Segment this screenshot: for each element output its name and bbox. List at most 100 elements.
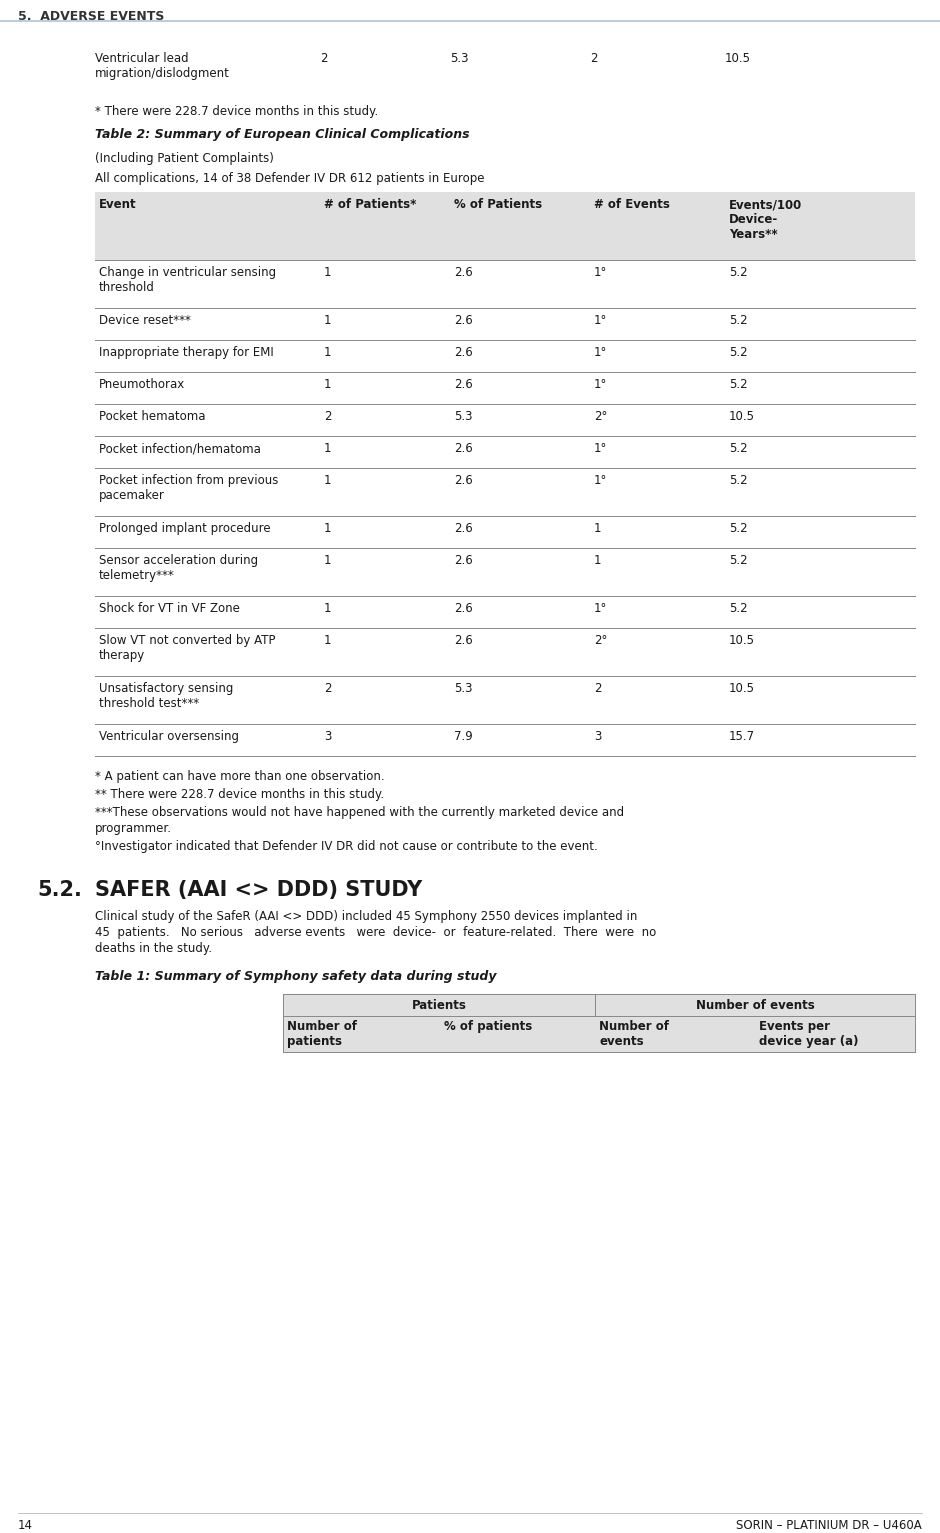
Text: 3: 3 (594, 730, 602, 744)
Text: 1: 1 (324, 346, 332, 359)
Text: 2: 2 (324, 682, 332, 694)
Text: 5.2: 5.2 (729, 474, 747, 487)
Text: SAFER (AAI <> DDD) STUDY: SAFER (AAI <> DDD) STUDY (95, 880, 422, 900)
Text: 10.5: 10.5 (725, 52, 751, 64)
Text: Ventricular lead
migration/dislodgment: Ventricular lead migration/dislodgment (95, 52, 230, 80)
Text: Number of events: Number of events (696, 1000, 814, 1012)
Text: Device reset***: Device reset*** (99, 314, 191, 327)
Text: Change in ventricular sensing
threshold: Change in ventricular sensing threshold (99, 267, 276, 294)
Text: ** There were 228.7 device months in this study.: ** There were 228.7 device months in thi… (95, 788, 384, 802)
Text: 5.2: 5.2 (729, 379, 747, 391)
Text: Event: Event (99, 198, 136, 212)
Text: 5.2: 5.2 (729, 346, 747, 359)
Text: Pneumothorax: Pneumothorax (99, 379, 185, 391)
Text: 5.2: 5.2 (729, 267, 747, 279)
Text: 2°: 2° (594, 409, 607, 423)
Text: 10.5: 10.5 (729, 635, 755, 647)
Text: Shock for VT in VF Zone: Shock for VT in VF Zone (99, 602, 240, 615)
Text: 2: 2 (320, 52, 327, 64)
Text: Number of
events: Number of events (599, 1019, 669, 1049)
Text: deaths in the study.: deaths in the study. (95, 941, 212, 955)
Text: 1: 1 (324, 267, 332, 279)
Text: 2: 2 (324, 409, 332, 423)
Text: 2.6: 2.6 (454, 523, 473, 535)
Text: % of Patients: % of Patients (454, 198, 542, 212)
Text: 5.2: 5.2 (729, 523, 747, 535)
Text: 2.6: 2.6 (454, 442, 473, 455)
Text: Pocket infection from previous
pacemaker: Pocket infection from previous pacemaker (99, 474, 278, 501)
Text: 2.6: 2.6 (454, 379, 473, 391)
Text: Table 2: Summary of European Clinical Complications: Table 2: Summary of European Clinical Co… (95, 127, 470, 141)
Text: 2.6: 2.6 (454, 553, 473, 567)
Text: Patients: Patients (412, 1000, 466, 1012)
Text: # of Events: # of Events (594, 198, 670, 212)
Text: 5.3: 5.3 (450, 52, 468, 64)
Text: 5.2.: 5.2. (37, 880, 82, 900)
Text: Prolonged implant procedure: Prolonged implant procedure (99, 523, 271, 535)
Text: % of patients: % of patients (444, 1019, 532, 1033)
Text: 2.6: 2.6 (454, 346, 473, 359)
Text: 2: 2 (594, 682, 602, 694)
Text: Ventricular oversensing: Ventricular oversensing (99, 730, 239, 744)
Text: 14: 14 (18, 1519, 33, 1531)
Text: 2: 2 (590, 52, 598, 64)
Text: 1: 1 (324, 474, 332, 487)
Text: 7.9: 7.9 (454, 730, 473, 744)
Text: 1: 1 (324, 602, 332, 615)
Text: °Investigator indicated that Defender IV DR did not cause or contribute to the e: °Investigator indicated that Defender IV… (95, 840, 598, 852)
Text: Pocket infection/hematoma: Pocket infection/hematoma (99, 442, 261, 455)
Text: # of Patients*: # of Patients* (324, 198, 416, 212)
Text: Unsatisfactory sensing
threshold test***: Unsatisfactory sensing threshold test*** (99, 682, 233, 710)
Text: All complications, 14 of 38 Defender IV DR 612 patients in Europe: All complications, 14 of 38 Defender IV … (95, 172, 484, 185)
Bar (95, 192, 915, 261)
Text: 1: 1 (324, 553, 332, 567)
Text: 1: 1 (324, 635, 332, 647)
Text: Clinical study of the SafeR (AAI <> DDD) included 45 Symphony 2550 devices impla: Clinical study of the SafeR (AAI <> DDD)… (95, 911, 637, 923)
Text: programmer.: programmer. (95, 822, 172, 835)
Text: 5.3: 5.3 (454, 409, 473, 423)
Text: Events/100
Device-
Years**: Events/100 Device- Years** (729, 198, 802, 241)
Text: 1°: 1° (594, 442, 607, 455)
Text: 5.2: 5.2 (729, 602, 747, 615)
Text: SORIN – PLATINIUM DR – U460A: SORIN – PLATINIUM DR – U460A (736, 1519, 922, 1531)
Text: * There were 228.7 device months in this study.: * There were 228.7 device months in this… (95, 104, 378, 118)
Text: 1: 1 (324, 523, 332, 535)
Text: 1: 1 (324, 379, 332, 391)
Text: 1: 1 (324, 442, 332, 455)
Text: Events per
device year (a): Events per device year (a) (759, 1019, 858, 1049)
Text: Table 1: Summary of Symphony safety data during study: Table 1: Summary of Symphony safety data… (95, 970, 496, 983)
Text: 2.6: 2.6 (454, 635, 473, 647)
Text: ***These observations would not have happened with the currently marketed device: ***These observations would not have hap… (95, 806, 624, 819)
Text: 1: 1 (594, 553, 602, 567)
Text: 10.5: 10.5 (729, 409, 755, 423)
Text: 1°: 1° (594, 314, 607, 327)
Text: 2.6: 2.6 (454, 474, 473, 487)
Text: 1°: 1° (594, 602, 607, 615)
Text: Sensor acceleration during
telemetry***: Sensor acceleration during telemetry*** (99, 553, 259, 583)
Text: 5.2: 5.2 (729, 442, 747, 455)
Text: * A patient can have more than one observation.: * A patient can have more than one obser… (95, 770, 384, 783)
Text: 5.2: 5.2 (729, 314, 747, 327)
Text: 2.6: 2.6 (454, 602, 473, 615)
Text: 5.3: 5.3 (454, 682, 473, 694)
Text: Pocket hematoma: Pocket hematoma (99, 409, 206, 423)
Text: 15.7: 15.7 (729, 730, 755, 744)
Text: 5.  ADVERSE EVENTS: 5. ADVERSE EVENTS (18, 11, 164, 23)
Text: 45  patients.   No serious   adverse events   were  device-  or  feature-related: 45 patients. No serious adverse events w… (95, 926, 656, 940)
Text: 1: 1 (594, 523, 602, 535)
Bar (283, 993, 915, 1016)
Text: 2°: 2° (594, 635, 607, 647)
Text: Inappropriate therapy for EMI: Inappropriate therapy for EMI (99, 346, 274, 359)
Text: 5.2: 5.2 (729, 553, 747, 567)
Bar (283, 1016, 915, 1052)
Text: 10.5: 10.5 (729, 682, 755, 694)
Text: 1°: 1° (594, 474, 607, 487)
Text: 1°: 1° (594, 346, 607, 359)
Text: 2.6: 2.6 (454, 267, 473, 279)
Text: 3: 3 (324, 730, 332, 744)
Text: Slow VT not converted by ATP
therapy: Slow VT not converted by ATP therapy (99, 635, 275, 662)
Text: (Including Patient Complaints): (Including Patient Complaints) (95, 152, 274, 166)
Text: 2.6: 2.6 (454, 314, 473, 327)
Text: 1°: 1° (594, 267, 607, 279)
Text: Number of
patients: Number of patients (287, 1019, 357, 1049)
